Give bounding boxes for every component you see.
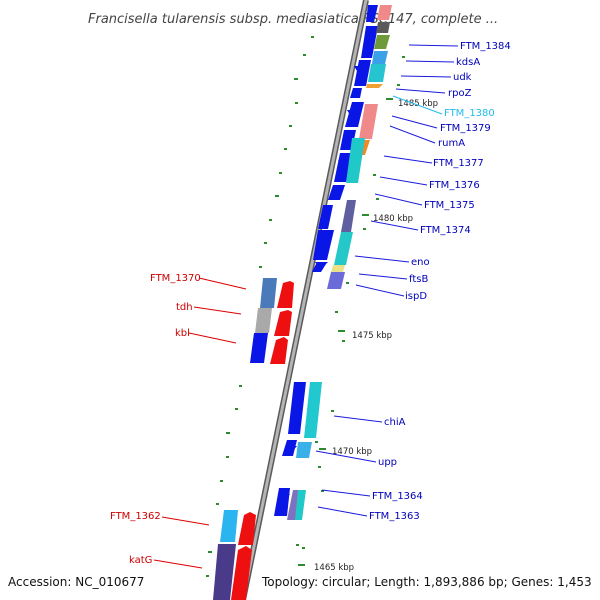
arrowhead — [285, 446, 297, 454]
gene-label-FTM_1379[interactable]: FTM_1379 — [440, 123, 491, 134]
gene-block — [374, 35, 390, 49]
backbone — [240, 0, 369, 600]
gene-block — [366, 84, 383, 88]
gene-label-rpoZ[interactable]: rpoZ — [448, 88, 472, 99]
cds-arrow — [350, 88, 362, 98]
gene-block — [341, 200, 356, 232]
arrowhead — [278, 494, 290, 502]
gene-label-FTM_1363[interactable]: FTM_1363 — [369, 511, 420, 522]
gene-label-ispD[interactable]: ispD — [405, 291, 427, 302]
arrowhead — [315, 262, 328, 270]
scale-label-1480: 1480 kbp — [373, 214, 413, 224]
gene-block — [295, 490, 306, 520]
gene-block — [346, 138, 365, 183]
forward-arrow — [238, 512, 256, 545]
gene-label-tdh[interactable]: tdh — [176, 302, 193, 313]
gene-label-FTM_1362[interactable]: FTM_1362 — [110, 511, 161, 522]
minor-ticks — [206, 36, 405, 577]
gene-block — [304, 382, 322, 438]
gene-block — [331, 265, 345, 272]
gene-label-katG[interactable]: katG — [129, 555, 152, 566]
forward-arrow — [274, 310, 292, 336]
forward-arrow — [231, 546, 252, 600]
gene-label-kbl[interactable]: kbl — [175, 328, 190, 339]
scale-label-1475: 1475 kbp — [352, 331, 392, 341]
gene-label-FTM_1375[interactable]: FTM_1375 — [424, 200, 475, 211]
major-ticks — [298, 98, 393, 566]
forward-arrow — [277, 281, 294, 308]
gene-label-FTM_1364[interactable]: FTM_1364 — [372, 491, 423, 502]
gene-label-upp[interactable]: upp — [378, 457, 397, 468]
gene-block — [327, 272, 345, 289]
gene-block — [334, 232, 353, 265]
gene-block — [359, 104, 378, 139]
accession-text: Accession: NC_010677 — [8, 575, 144, 589]
gene-label-FTM_1370[interactable]: FTM_1370 — [150, 273, 201, 284]
gene-label-FTM_1374[interactable]: FTM_1374 — [420, 225, 471, 236]
gene-label-udk[interactable]: udk — [453, 72, 472, 83]
gene-block — [368, 64, 386, 82]
cds-arrow — [274, 488, 290, 516]
scale-label-1465: 1465 kbp — [314, 563, 354, 573]
gene-block — [250, 333, 268, 363]
gene-label-FTM_1377[interactable]: FTM_1377 — [433, 158, 484, 169]
arrowhead — [354, 66, 366, 76]
arrowhead — [338, 160, 350, 170]
gene-label-eno[interactable]: eno — [411, 257, 430, 268]
gene-block — [220, 510, 238, 542]
topology-summary: Topology: circular; Length: 1,893,886 bp… — [261, 575, 592, 589]
scale-label-1470: 1470 kbp — [332, 447, 372, 457]
gene-label-ftsB[interactable]: ftsB — [409, 274, 428, 285]
gene-block — [213, 544, 236, 600]
map-title: Francisella tularensis subsp. mediasiati… — [88, 12, 498, 27]
gene-block — [376, 22, 390, 33]
cds-arrow — [361, 26, 378, 58]
reverse-cds-arrows — [274, 5, 378, 516]
gene-block — [255, 308, 272, 333]
gene-block — [372, 51, 388, 64]
gene-label-FTM_1376[interactable]: FTM_1376 — [429, 180, 480, 191]
arrowhead — [347, 110, 359, 120]
gene-label-FTM_1384[interactable]: FTM_1384 — [460, 41, 511, 52]
gene-block — [296, 442, 312, 458]
gene-block — [260, 278, 277, 308]
scale-label-1485: 1485 kbp — [398, 99, 438, 109]
gene-label-chiA[interactable]: chiA — [384, 417, 406, 428]
cds-arrow — [354, 60, 371, 86]
cds-arrow — [288, 382, 306, 434]
gene-label-FTM_1380[interactable]: FTM_1380 — [444, 108, 495, 119]
cds-arrow — [366, 5, 378, 22]
rrna-block — [377, 5, 392, 20]
gene-label-rumA[interactable]: rumA — [438, 138, 465, 149]
gene-label-kdsA[interactable]: kdsA — [456, 57, 480, 68]
cds-arrow — [313, 230, 334, 260]
cds-arrow — [328, 185, 345, 200]
cds-arrow — [318, 205, 333, 229]
forward-arrow — [270, 337, 288, 364]
